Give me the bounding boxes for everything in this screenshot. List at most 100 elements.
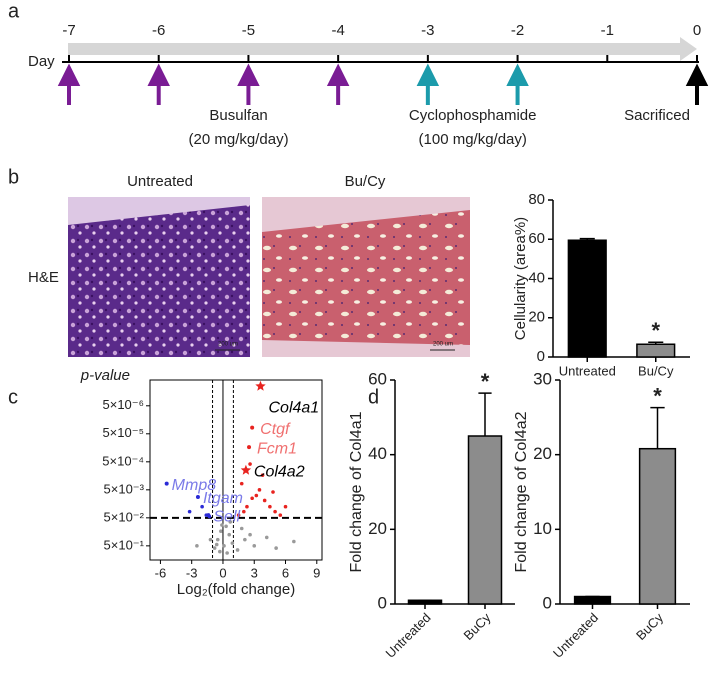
point xyxy=(271,490,275,494)
bar xyxy=(567,239,607,358)
y-tick-label: 5×10⁻³ xyxy=(104,481,145,496)
gene-label: Mmp8 xyxy=(172,477,217,494)
timeline-tick-label: 0 xyxy=(693,22,701,39)
panel-label: c xyxy=(8,386,18,408)
point xyxy=(195,544,199,548)
point xyxy=(268,504,272,509)
gene-point xyxy=(255,380,266,391)
x-tick-label: Untreated xyxy=(383,610,434,661)
point xyxy=(262,498,267,503)
gene-point xyxy=(240,464,252,475)
x-tick-label: -3 xyxy=(186,565,198,580)
y-tick-label: 20 xyxy=(528,309,545,326)
y-tick-label: 5×10⁻² xyxy=(104,509,145,524)
point xyxy=(250,496,254,501)
bar xyxy=(638,447,677,605)
point xyxy=(218,549,222,554)
timeline-tick-label: -5 xyxy=(242,22,255,39)
y-tick-label: 30 xyxy=(533,369,552,388)
gene-point xyxy=(164,481,169,486)
x-tick-label: 9 xyxy=(313,565,320,580)
y-tick-label: 0 xyxy=(543,593,552,612)
point xyxy=(236,513,241,517)
point xyxy=(212,546,217,550)
significance: * xyxy=(653,383,662,408)
error-bar xyxy=(579,237,595,241)
point xyxy=(257,488,262,492)
x-tick-label: Bu/Cy xyxy=(638,363,674,378)
timeline-tick-label: -1 xyxy=(601,22,614,39)
panel-label: b xyxy=(8,166,19,188)
treatment-arrow xyxy=(326,63,350,105)
x-axis-title: Log₂(fold change) xyxy=(177,581,295,598)
y-tick-label: 40 xyxy=(368,444,387,463)
x-tick-label: BuCy xyxy=(633,610,666,643)
point xyxy=(227,532,232,537)
y-tick-label: 5×10⁻⁴ xyxy=(102,453,144,468)
scale-bar-label: 200 um xyxy=(218,342,238,348)
gene-label: Sell xyxy=(213,508,240,525)
point xyxy=(245,504,249,509)
gene-label: Col4a1 xyxy=(268,399,319,416)
image-title: Bu/Cy xyxy=(345,173,386,190)
treatment-arrow xyxy=(237,63,260,105)
plot-frame xyxy=(149,379,323,561)
y-axis-title: Fold change of Col4a1 xyxy=(348,411,365,572)
point xyxy=(239,526,244,531)
image-title: Untreated xyxy=(127,173,193,190)
timeline-band xyxy=(68,37,697,61)
point xyxy=(274,546,278,550)
point xyxy=(248,532,252,537)
point xyxy=(187,509,192,514)
x-tick-label: 3 xyxy=(251,565,258,580)
y-axis-title: p-value xyxy=(80,367,130,384)
timeline-tick-label: -3 xyxy=(421,22,434,39)
timeline-tick-label: -7 xyxy=(62,22,75,39)
point xyxy=(208,537,213,542)
gene-label: Col4a2 xyxy=(254,463,305,480)
gene-label: Fcm1 xyxy=(257,440,297,457)
point xyxy=(228,520,233,524)
x-tick-label: Untreated xyxy=(550,610,601,661)
y-tick-label: 60 xyxy=(368,369,387,388)
gene-point xyxy=(206,513,211,518)
y-tick-label: 5×10⁻⁶ xyxy=(103,397,145,412)
gene-point xyxy=(250,425,255,430)
y-tick-label: 40 xyxy=(528,269,545,286)
treatment-arrow xyxy=(416,63,440,105)
y-tick-label: 0 xyxy=(378,593,387,612)
y-tick-label: 5×10⁻⁵ xyxy=(102,425,144,440)
gene-point xyxy=(195,494,200,499)
treatment-arrow xyxy=(147,63,170,105)
point xyxy=(260,473,265,477)
y-tick-label: 60 xyxy=(528,230,545,247)
point xyxy=(224,524,228,529)
point xyxy=(283,504,288,509)
point xyxy=(254,493,259,498)
bar xyxy=(467,435,503,605)
point xyxy=(220,523,224,527)
point xyxy=(235,548,240,552)
timeline-tick-label: -6 xyxy=(152,22,165,39)
panel-label: a xyxy=(8,0,20,22)
point xyxy=(215,537,220,542)
point xyxy=(273,509,277,514)
point xyxy=(214,542,219,547)
gene-label: Ctgf xyxy=(260,421,291,438)
image-tissue xyxy=(262,210,470,345)
scale-bar-label: 200 um xyxy=(433,342,453,348)
x-tick-label: Untreated xyxy=(559,363,616,378)
y-tick-label: 10 xyxy=(533,519,552,538)
point xyxy=(239,481,244,486)
y-tick-label: 0 xyxy=(537,348,545,365)
significance: * xyxy=(481,369,490,394)
bar xyxy=(636,343,676,358)
point xyxy=(292,539,296,544)
gene-label: Itgam xyxy=(203,490,243,507)
treatment-arrow xyxy=(506,63,529,105)
significance: * xyxy=(651,318,660,343)
y-tick-label: 20 xyxy=(533,444,552,463)
treatment-arrow xyxy=(57,63,81,105)
